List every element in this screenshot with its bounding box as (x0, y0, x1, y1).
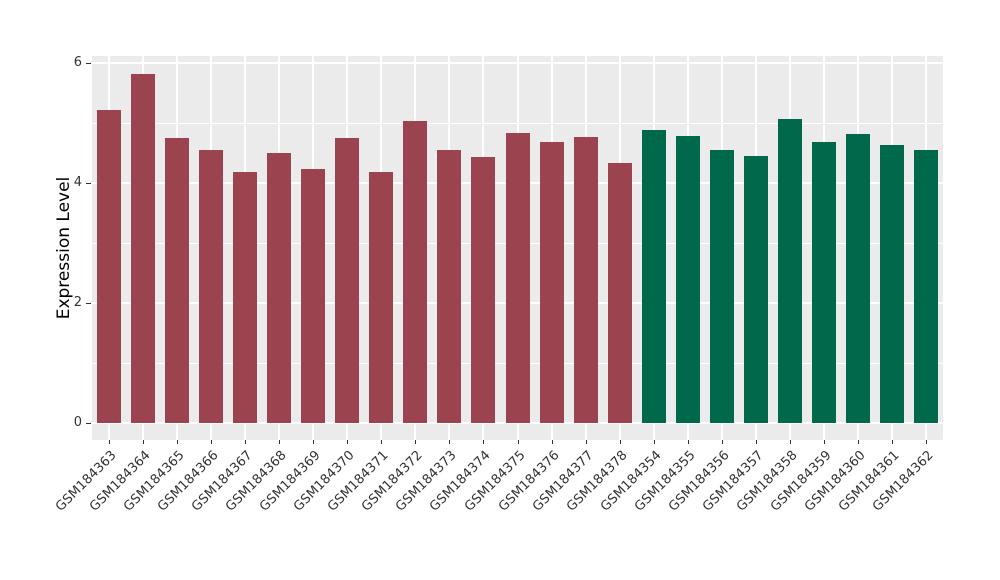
bar-GSM184375 (505, 133, 530, 424)
x-tick-mark-GSM184363 (109, 440, 111, 444)
x-tick-mark-GSM184365 (177, 440, 179, 444)
x-tick-mark-GSM184377 (585, 440, 587, 444)
y-tick-label-0: 0 (73, 415, 82, 431)
x-tick-mark-GSM184369 (313, 440, 315, 444)
bar-GSM184360 (845, 134, 870, 424)
x-tick-mark-GSM184376 (551, 440, 553, 444)
y-tick-label-4: 4 (73, 175, 82, 191)
x-tick-mark-GSM184358 (789, 440, 791, 444)
bar-GSM184356 (709, 150, 734, 424)
bar-GSM184365 (165, 138, 190, 424)
x-tick-mark-GSM184361 (891, 440, 893, 444)
x-tick-mark-GSM184378 (619, 440, 621, 444)
y-tick-mark-6 (86, 63, 91, 65)
x-tick-mark-GSM184372 (415, 440, 417, 444)
bar-GSM184368 (267, 153, 292, 424)
x-tick-mark-GSM184364 (143, 440, 145, 444)
bar-GSM184373 (437, 150, 462, 424)
x-tick-mark-GSM184362 (925, 440, 927, 444)
bar-GSM184370 (335, 137, 360, 424)
y-tick-label-6: 6 (73, 55, 82, 71)
bar-GSM184378 (607, 163, 632, 424)
bar-GSM184372 (403, 121, 428, 424)
bar-GSM184362 (913, 150, 938, 424)
bar-GSM184363 (97, 110, 122, 424)
x-tick-mark-GSM184354 (653, 440, 655, 444)
bar-GSM184355 (675, 136, 700, 424)
bar-GSM184367 (233, 172, 258, 424)
y-tick-mark-4 (86, 183, 91, 185)
y-axis-title: Expression Level (54, 176, 74, 320)
x-tick-mark-GSM184366 (211, 440, 213, 444)
x-tick-mark-GSM184355 (687, 440, 689, 444)
y-tick-mark-0 (86, 423, 91, 425)
y-tick-label-2: 2 (73, 295, 82, 311)
x-tick-mark-GSM184370 (347, 440, 349, 444)
x-tick-mark-GSM184373 (449, 440, 451, 444)
bar-GSM184361 (879, 145, 904, 424)
plot-panel (92, 56, 943, 440)
bar-GSM184377 (573, 137, 598, 424)
bar-GSM184354 (641, 130, 666, 424)
x-tick-mark-GSM184359 (823, 440, 825, 444)
x-tick-mark-GSM184368 (279, 440, 281, 444)
x-tick-mark-GSM184371 (381, 440, 383, 444)
bar-GSM184371 (369, 172, 394, 424)
y-tick-mark-2 (86, 303, 91, 305)
bar-GSM184364 (131, 74, 156, 424)
x-tick-mark-GSM184360 (857, 440, 859, 444)
bar-GSM184358 (777, 119, 802, 424)
x-tick-mark-GSM184374 (483, 440, 485, 444)
bar-GSM184376 (539, 142, 564, 424)
bar-GSM184366 (199, 150, 224, 424)
x-tick-mark-GSM184356 (721, 440, 723, 444)
bar-GSM184359 (811, 142, 836, 424)
bar-GSM184374 (471, 157, 496, 424)
bar-GSM184369 (301, 169, 326, 424)
x-tick-mark-GSM184375 (517, 440, 519, 444)
x-tick-mark-GSM184357 (755, 440, 757, 444)
x-tick-mark-GSM184367 (245, 440, 247, 444)
bar-GSM184357 (743, 156, 768, 424)
